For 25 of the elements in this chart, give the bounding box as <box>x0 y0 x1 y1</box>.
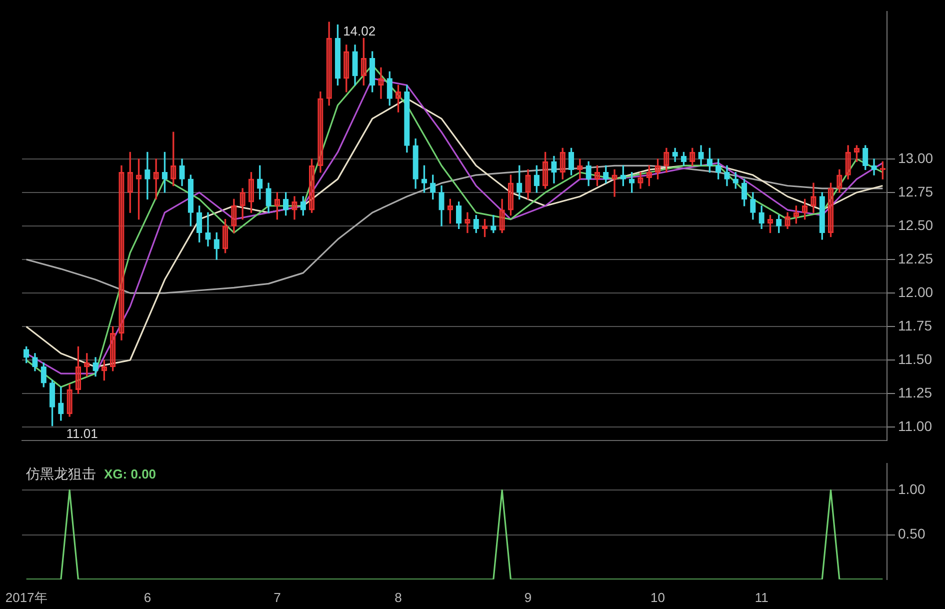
y-tick-label: 0.50 <box>898 526 926 542</box>
y-tick-label: 12.25 <box>898 250 934 266</box>
x-tick-label: 11 <box>754 590 768 605</box>
y-tick-label: 11.25 <box>898 384 932 401</box>
candlestick <box>144 152 150 200</box>
y-tick-label: 11.50 <box>898 350 932 367</box>
x-tick-label: 2017年 <box>5 590 48 605</box>
x-tick-label: 7 <box>274 590 281 605</box>
y-tick-label: 12.00 <box>898 284 934 300</box>
chart-title: 仿黑龙狙击 <box>25 465 96 482</box>
y-tick-label: 13.00 <box>898 150 934 166</box>
x-tick-label: 9 <box>524 590 532 605</box>
annotation: 11.01 <box>66 426 98 441</box>
y-tick-label: 1.00 <box>898 481 926 498</box>
y-tick-label: 12.75 <box>898 183 934 200</box>
x-tick-label: 6 <box>144 590 152 605</box>
y-tick-label: 11.00 <box>898 418 932 434</box>
candlestick <box>871 158 877 176</box>
y-tick-label: 12.50 <box>898 216 934 233</box>
x-tick-label: 8 <box>394 590 402 605</box>
y-tick-label: 11.75 <box>898 317 932 334</box>
x-tick-label: 10 <box>650 590 666 605</box>
annotation: 14.02 <box>343 24 376 39</box>
annotation: XG: 0.00 <box>104 466 156 482</box>
candlestick <box>205 212 211 246</box>
